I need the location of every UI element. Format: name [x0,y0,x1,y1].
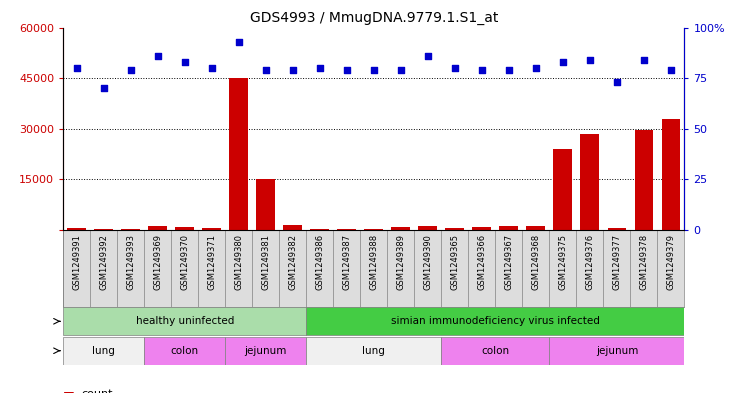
Point [638,57,650,63]
Bar [148,226,167,230]
Point [476,67,488,73]
Point [179,59,190,65]
Bar [580,134,600,230]
Text: ■: ■ [63,389,75,393]
Point [233,39,245,45]
Point [422,53,434,59]
Text: GSM1249369: GSM1249369 [153,234,162,290]
Text: GSM1249389: GSM1249389 [397,234,405,290]
Text: GSM1249371: GSM1249371 [208,234,217,290]
Bar [472,227,491,230]
Text: GSM1249370: GSM1249370 [180,234,189,290]
Bar [283,224,302,230]
Text: colon: colon [481,346,510,356]
Text: jejunum: jejunum [596,346,638,356]
Text: GSM1249379: GSM1249379 [667,234,676,290]
Point [395,67,407,73]
Text: GSM1249365: GSM1249365 [450,234,459,290]
Text: GSM1249393: GSM1249393 [126,234,135,290]
Bar [499,226,519,230]
Point [314,65,326,71]
Point [287,67,299,73]
Point [530,65,542,71]
Text: GSM1249380: GSM1249380 [234,234,243,290]
Text: GSM1249367: GSM1249367 [504,234,513,290]
Bar [67,228,86,230]
Point [449,65,461,71]
Text: GSM1249375: GSM1249375 [559,234,568,290]
Text: GSM1249391: GSM1249391 [72,234,81,290]
Bar [608,228,626,230]
Bar [121,229,140,230]
Bar [441,336,549,365]
Text: jejunum: jejunum [245,346,287,356]
Bar [257,179,275,230]
Text: GSM1249390: GSM1249390 [423,234,432,290]
Point [368,67,380,73]
Text: lung: lung [362,346,385,356]
Point [665,67,677,73]
Bar [63,307,307,336]
Point [97,85,109,91]
Text: GSM1249366: GSM1249366 [478,234,487,290]
Bar [446,228,464,230]
Bar [144,336,225,365]
Bar [310,229,330,230]
Point [584,57,596,63]
Text: GSM1249368: GSM1249368 [531,234,540,290]
Text: GSM1249386: GSM1249386 [315,234,324,290]
Point [260,67,272,73]
Text: GSM1249388: GSM1249388 [369,234,379,290]
Point [125,67,137,73]
Bar [307,336,441,365]
Bar [391,227,411,230]
Bar [337,229,356,230]
Bar [63,336,144,365]
Point [557,59,569,65]
Text: GSM1249382: GSM1249382 [289,234,298,290]
Title: GDS4993 / MmugDNA.9779.1.S1_at: GDS4993 / MmugDNA.9779.1.S1_at [250,11,498,25]
Bar [635,130,653,230]
Bar [418,226,437,230]
Point [503,67,515,73]
Bar [202,228,221,230]
Text: colon: colon [170,346,199,356]
Bar [554,149,572,230]
Bar [176,227,194,230]
Bar [225,336,307,365]
Text: simian immunodeficiency virus infected: simian immunodeficiency virus infected [391,316,600,326]
Text: healthy uninfected: healthy uninfected [135,316,234,326]
Point [341,67,353,73]
Text: count: count [82,389,113,393]
Point [206,65,218,71]
Text: lung: lung [92,346,115,356]
Bar [229,78,248,230]
Point [71,65,83,71]
Point [152,53,164,59]
Bar [549,336,684,365]
Point [611,79,623,85]
Bar [661,119,681,230]
Bar [307,307,684,336]
Text: GSM1249381: GSM1249381 [261,234,270,290]
Text: GSM1249387: GSM1249387 [342,234,351,290]
Text: GSM1249392: GSM1249392 [99,234,109,290]
Text: GSM1249377: GSM1249377 [612,234,621,290]
Bar [365,229,383,230]
Bar [527,226,545,230]
Text: GSM1249376: GSM1249376 [586,234,594,290]
Text: GSM1249378: GSM1249378 [639,234,649,290]
